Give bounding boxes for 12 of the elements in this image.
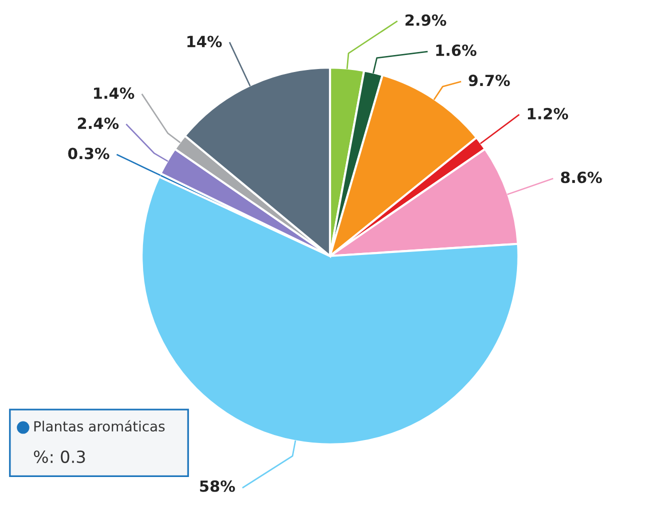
data-label: 2.9%: [406, 14, 446, 26]
data-label: 2.4%: [78, 118, 119, 130]
text: %: 0.3: [34, 450, 85, 464]
data-label: 1.6%: [436, 44, 476, 56]
data-label: 8.6%: [560, 172, 602, 184]
data-label: 1.4%: [94, 87, 134, 99]
legend-label: Plantas aromáticas: [34, 420, 165, 432]
data-label: 0.3%: [68, 148, 110, 160]
data-label: 14%: [187, 36, 222, 48]
data-label: 1.2%: [528, 108, 568, 120]
data-label: 58%: [200, 480, 235, 492]
data-label: 9.7%: [468, 74, 510, 86]
